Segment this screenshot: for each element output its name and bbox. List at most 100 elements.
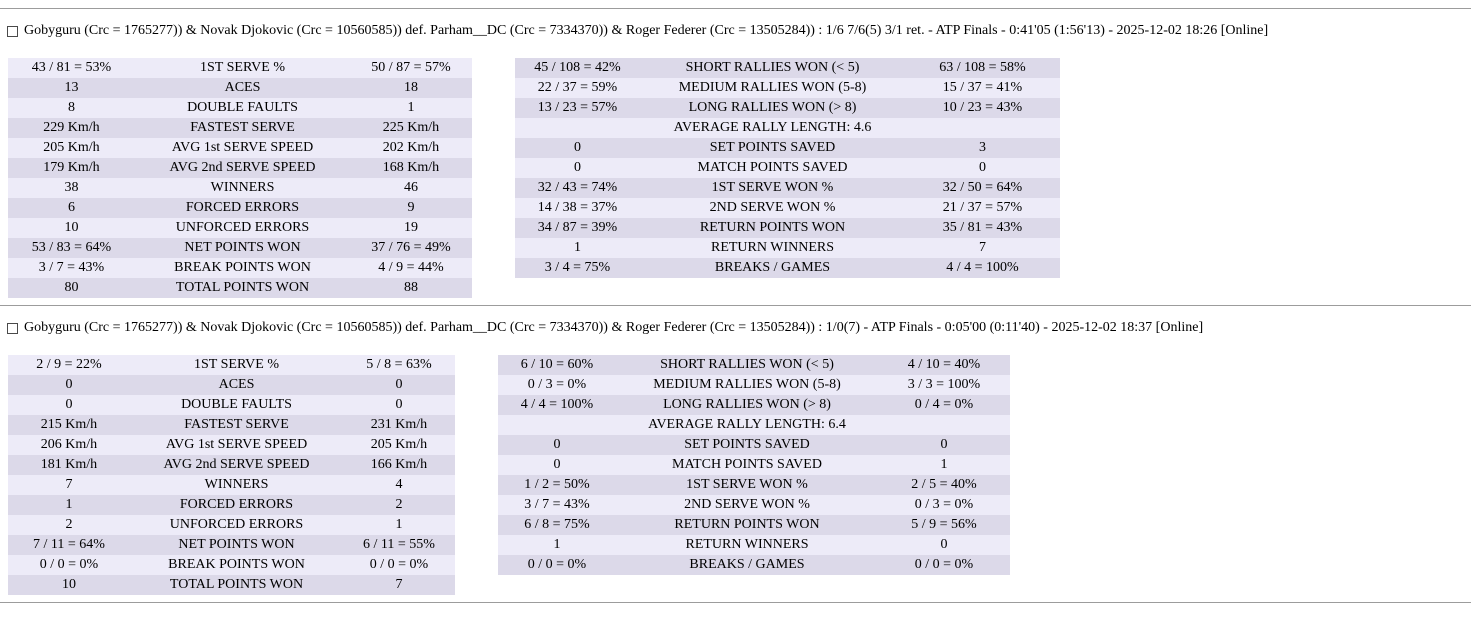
stats-row: 14 / 38 = 37% 2ND SERVE WON % 21 / 37 = 57… [515, 198, 1060, 218]
stat-label-cell: WINNERS [135, 178, 350, 198]
team1-value-cell: 0 [8, 395, 130, 415]
team1-value-cell: 2 [8, 515, 130, 535]
team2-value-cell: 0 [343, 395, 455, 415]
stats-row: 8 DOUBLE FAULTS 1 [8, 98, 472, 118]
stat-label-cell: 2ND SERVE WON % [640, 198, 905, 218]
team1-value-cell: 4 / 4 = 100% [498, 395, 616, 415]
team1-value-cell: 7 / 11 = 64% [8, 535, 130, 555]
stats-row: 6 / 8 = 75% RETURN POINTS WON 5 / 9 = 56% [498, 515, 1010, 535]
stat-label-cell: NET POINTS WON [135, 238, 350, 258]
stats-row: 0 MATCH POINTS SAVED 1 [498, 455, 1010, 475]
stats-row: 10 UNFORCED ERRORS 19 [8, 218, 472, 238]
stats-row: 2 UNFORCED ERRORS 1 [8, 515, 455, 535]
team1-value-cell [498, 415, 616, 435]
team2-value-cell: 1 [878, 455, 1010, 475]
team2-value-cell: 3 [905, 138, 1060, 158]
team2-value-cell: 19 [350, 218, 472, 238]
stats-row: 1 RETURN WINNERS 7 [515, 238, 1060, 258]
stats-row: 43 / 81 = 53% 1ST SERVE % 50 / 87 = 57% [8, 58, 472, 78]
stat-label-cell: 1ST SERVE WON % [616, 475, 878, 495]
team2-value-cell: 18 [350, 78, 472, 98]
stats-row: 7 / 11 = 64% NET POINTS WON 6 / 11 = 55% [8, 535, 455, 555]
team2-value-cell: 7 [343, 575, 455, 595]
match-result-line: Gobyguru (Crc = 1765277)) & Novak Djokov… [24, 320, 1204, 335]
stats-row: 1 / 2 = 50% 1ST SERVE WON % 2 / 5 = 40% [498, 475, 1010, 495]
team2-value-cell: 0 / 4 = 0% [878, 395, 1010, 415]
team2-value-cell: 5 / 9 = 56% [878, 515, 1010, 535]
team1-value-cell: 0 [498, 435, 616, 455]
team1-value-cell: 2 / 9 = 22% [8, 355, 130, 375]
stats-row: 0 / 0 = 0% BREAK POINTS WON 0 / 0 = 0% [8, 555, 455, 575]
team1-value-cell: 1 / 2 = 50% [498, 475, 616, 495]
team1-value-cell: 3 / 7 = 43% [8, 258, 135, 278]
team2-value-cell: 5 / 8 = 63% [343, 355, 455, 375]
match-result-line: Gobyguru (Crc = 1765277)) & Novak Djokov… [24, 23, 1269, 38]
stat-label-cell: SET POINTS SAVED [640, 138, 905, 158]
team1-value-cell: 181 Km/h [8, 455, 130, 475]
team2-value-cell: 63 / 108 = 58% [905, 58, 1060, 78]
team2-value-cell: 4 [343, 475, 455, 495]
team2-value-cell: 0 [343, 375, 455, 395]
team1-value-cell: 3 / 7 = 43% [498, 495, 616, 515]
stats-row: 3 / 4 = 75% BREAKS / GAMES 4 / 4 = 100% [515, 258, 1060, 278]
stat-label-cell: MATCH POINTS SAVED [616, 455, 878, 475]
stats-row: 0 / 0 = 0% BREAKS / GAMES 0 / 0 = 0% [498, 555, 1010, 575]
stat-label-cell: RETURN POINTS WON [640, 218, 905, 238]
team2-value-cell: 10 / 23 = 43% [905, 98, 1060, 118]
stat-label-cell: RETURN POINTS WON [616, 515, 878, 535]
stat-label-cell: NET POINTS WON [130, 535, 343, 555]
stats-row: 181 Km/h AVG 2nd SERVE SPEED 166 Km/h [8, 455, 455, 475]
stats-row: 13 ACES 18 [8, 78, 472, 98]
team2-value-cell [905, 118, 1060, 138]
team1-value-cell: 45 / 108 = 42% [515, 58, 640, 78]
team2-value-cell: 0 / 0 = 0% [878, 555, 1010, 575]
stats-row: 215 Km/h FASTEST SERVE 231 Km/h [8, 415, 455, 435]
team2-value-cell: 202 Km/h [350, 138, 472, 158]
team2-value-cell: 32 / 50 = 64% [905, 178, 1060, 198]
team2-value-cell: 0 / 0 = 0% [343, 555, 455, 575]
stats-row: 34 / 87 = 39% RETURN POINTS WON 35 / 81 = … [515, 218, 1060, 238]
team2-value-cell: 2 [343, 495, 455, 515]
match-select-checkbox[interactable] [7, 322, 18, 334]
match-select-checkbox[interactable] [7, 25, 18, 37]
stats-tables: 2 / 9 = 22% 1ST SERVE % 5 / 8 = 63% 0 ACES 0 0… [8, 355, 1471, 595]
team2-value-cell: 1 [343, 515, 455, 535]
team1-value-cell: 6 / 8 = 75% [498, 515, 616, 535]
stat-label-cell: BREAKS / GAMES [616, 555, 878, 575]
separator [0, 305, 1471, 306]
team1-value-cell: 0 [8, 375, 130, 395]
team2-value-cell: 1 [350, 98, 472, 118]
stat-label-cell: DOUBLE FAULTS [135, 98, 350, 118]
stats-row: 4 / 4 = 100% LONG RALLIES WON (> 8) 0 / 4 … [498, 395, 1010, 415]
stats-row: 0 DOUBLE FAULTS 0 [8, 395, 455, 415]
stat-label-cell: DOUBLE FAULTS [130, 395, 343, 415]
stat-label-cell: AVERAGE RALLY LENGTH: 4.6 [640, 118, 905, 138]
stats-row: AVERAGE RALLY LENGTH: 6.4 [498, 415, 1010, 435]
stats-row: 179 Km/h AVG 2nd SERVE SPEED 168 Km/h [8, 158, 472, 178]
match-header: Gobyguru (Crc = 1765277)) & Novak Djokov… [0, 9, 1471, 39]
stat-label-cell: FORCED ERRORS [130, 495, 343, 515]
stats-row: 0 ACES 0 [8, 375, 455, 395]
stats-row: 13 / 23 = 57% LONG RALLIES WON (> 8) 10 / … [515, 98, 1060, 118]
team2-value-cell: 7 [905, 238, 1060, 258]
team2-value-cell: 231 Km/h [343, 415, 455, 435]
team1-value-cell: 0 / 3 = 0% [498, 375, 616, 395]
team2-value-cell: 35 / 81 = 43% [905, 218, 1060, 238]
team1-value-cell: 0 / 0 = 0% [498, 555, 616, 575]
stats-row: 0 SET POINTS SAVED 3 [515, 138, 1060, 158]
stat-label-cell: TOTAL POINTS WON [130, 575, 343, 595]
stats-row: 6 FORCED ERRORS 9 [8, 198, 472, 218]
team2-value-cell: 4 / 9 = 44% [350, 258, 472, 278]
team1-value-cell: 13 [8, 78, 135, 98]
team1-value-cell: 229 Km/h [8, 118, 135, 138]
team1-value-cell: 206 Km/h [8, 435, 130, 455]
team1-value-cell [515, 118, 640, 138]
stat-label-cell: SHORT RALLIES WON (< 5) [616, 355, 878, 375]
team1-value-cell: 32 / 43 = 74% [515, 178, 640, 198]
team2-value-cell: 3 / 3 = 100% [878, 375, 1010, 395]
stat-label-cell: AVG 2nd SERVE SPEED [130, 455, 343, 475]
team1-value-cell: 205 Km/h [8, 138, 135, 158]
team2-value-cell: 4 / 4 = 100% [905, 258, 1060, 278]
team1-value-cell: 0 / 0 = 0% [8, 555, 130, 575]
stats-row: 229 Km/h FASTEST SERVE 225 Km/h [8, 118, 472, 138]
